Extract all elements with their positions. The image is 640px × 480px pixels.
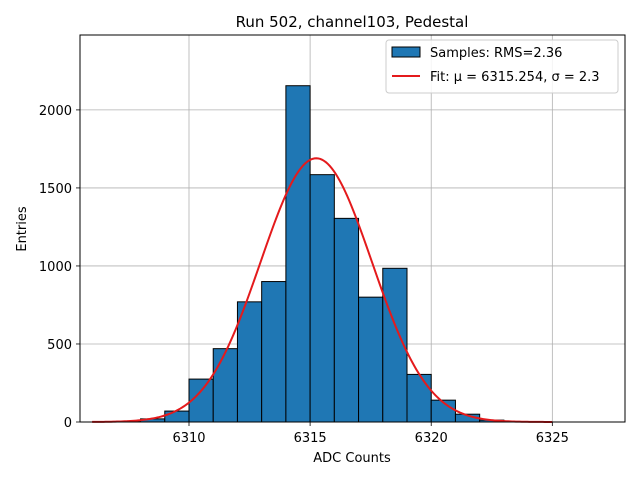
- fit-curve: [92, 157, 553, 423]
- fit-curve-layer: [92, 157, 553, 423]
- y-tick-label: 0: [64, 416, 72, 431]
- x-axis-label: ADC Counts: [313, 451, 391, 466]
- plot-frame: [79, 34, 626, 423]
- legend-samples-swatch: [391, 46, 421, 58]
- axis-ticks: 6310 6315 6320 6325 0 500 1000 1500 2000: [39, 104, 569, 446]
- histogram-bar: [285, 85, 311, 423]
- histogram-bar: [358, 296, 384, 423]
- chart-title: Run 502, channel103, Pedestal: [236, 13, 469, 31]
- y-axis-label: Entries: [15, 206, 30, 252]
- x-tick-label: 6315: [294, 431, 327, 446]
- x-tick-label: 6310: [172, 431, 205, 446]
- y-tick-label: 1500: [39, 182, 72, 197]
- x-tick-label: 6320: [415, 431, 448, 446]
- x-tick-label: 6325: [536, 431, 569, 446]
- y-tick-label: 2000: [39, 104, 72, 119]
- y-tick-label: 500: [47, 338, 72, 353]
- legend: Samples: RMS=2.36 Fit: μ = 6315.254, σ =…: [385, 39, 619, 94]
- histogram-bar: [406, 373, 432, 423]
- histogram-bar: [309, 174, 335, 423]
- histogram-bars: [115, 85, 529, 423]
- histogram-bar: [236, 301, 263, 423]
- histogram-bar: [164, 410, 190, 423]
- histogram-bar: [212, 348, 238, 423]
- histogram-bar: [261, 281, 287, 423]
- histogram-bar: [333, 217, 360, 423]
- y-tick-label: 1000: [39, 260, 72, 275]
- legend-frame: [385, 39, 619, 94]
- legend-samples-label: Samples: RMS=2.36: [430, 46, 562, 61]
- legend-fit-label: Fit: μ = 6315.254, σ = 2.3: [430, 70, 600, 85]
